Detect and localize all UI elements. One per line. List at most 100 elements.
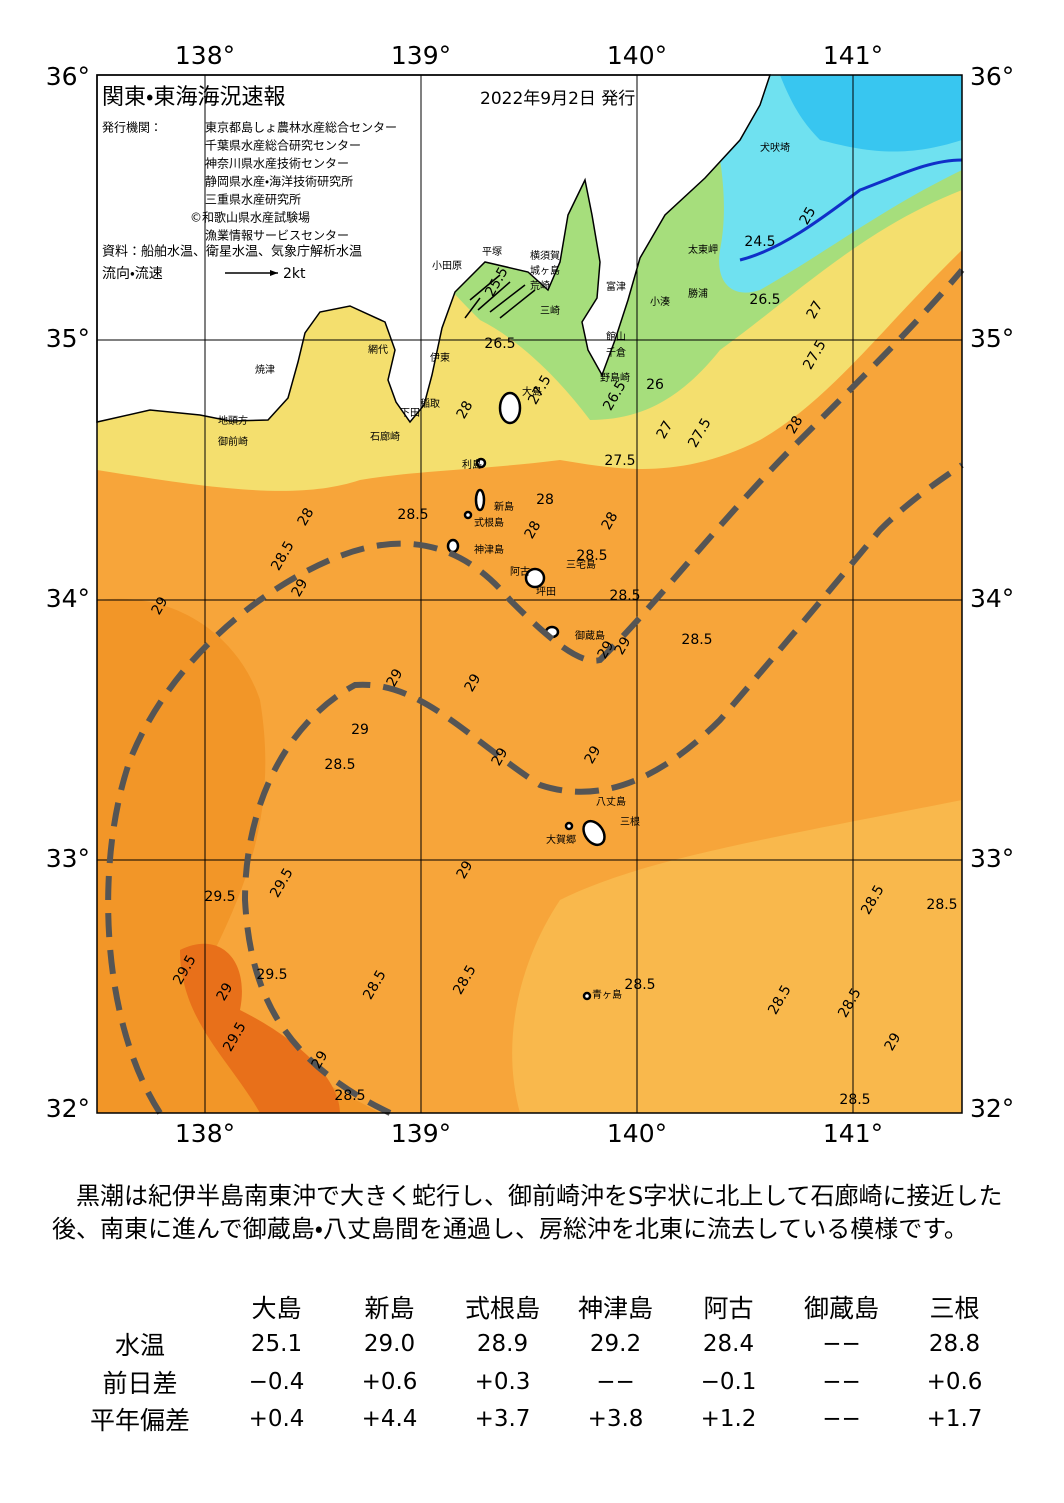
station-header: 御蔵島 [803,1293,879,1323]
value-cell: +3.7 [474,1406,531,1433]
place-label: 神津島 [474,543,504,556]
lon-label-top: 141° [823,41,883,70]
observation-table: 大島 新島 式根島 神津島 阿古 御蔵島 三根 水温 25.1 29.0 28.9 29.2 28.4 −… [60,1288,1011,1438]
isotherm-label: 27 [654,418,677,441]
place-label: 城ヶ島 [530,264,560,277]
station-header: 阿古 [703,1293,754,1323]
isotherm-label: 29 [489,745,512,768]
arrow [489,284,526,313]
station-header: 三根 [929,1293,980,1323]
kuroshio-path [241,462,964,1116]
place-label: 下田 [400,408,420,419]
value-cell: 28.4 [702,1331,755,1358]
isotherm-label: 29.5 [256,967,287,983]
isotherm-label: 29 [351,722,369,738]
place-label: 青ヶ島 [592,988,622,1001]
lat-label-left: 36° [46,62,90,91]
issue-date: 2022年9月2日 発行 [480,89,635,109]
value-cell: +1.2 [700,1406,757,1433]
place-label: 小湊 [650,295,670,308]
value-cell: −− [822,1368,861,1395]
place-label: 富津 [606,280,626,293]
value-cell: 29.0 [363,1331,416,1358]
front-line [739,158,963,262]
table-row: 水温 25.1 29.0 28.9 29.2 28.4 −− 28.8 [60,1326,1011,1364]
island [564,821,574,831]
legend-label: 流向・流速 [102,266,163,282]
isotherm-label: 28 [454,398,477,421]
issuer: 静岡県水産・海洋技術研究所 [205,174,353,189]
value-cell: +1.7 [926,1406,983,1433]
isotherm-label: 29 [582,743,605,766]
lat-label-right: 35° [970,324,1014,353]
isotherm-label: 28.5 [624,977,655,993]
isotherm-label: 29 [289,576,312,599]
place-label: 御前崎 [218,435,248,448]
map-frame [96,74,963,1114]
lat-label-left: 33° [46,844,90,873]
value-cell: −− [596,1368,635,1395]
place-label: 地頭方 [218,414,248,427]
isotherm-label: 28 [522,518,545,541]
issuer: 東京都島しょ農林水産総合センター [205,120,397,135]
place-label: 三根 [620,815,640,828]
graticule [97,75,962,1113]
isotherm-label: 28.5 [397,507,428,523]
table-row: 前日差 −0.4 +0.6 +0.3 −− −0.1 −− +0.6 [60,1363,1011,1401]
islands [446,391,606,1001]
isotherm-label: 26.5 [484,336,515,352]
place-label: 式根島 [474,516,504,529]
isotherm-label: 28.5 [334,1088,365,1104]
map: 関東・東海海況速報 2022年9月2日 発行 発行機関： 資料：船舶水温、衛星水… [46,41,1015,1148]
issuer: ©和歌山県水産試験場 [190,210,310,225]
issuer: 神奈川県水産技術センター [205,156,349,171]
place-label: 稲取 [420,398,440,410]
island [524,567,546,589]
isotherm-label: 28.5 [609,588,640,604]
lon-label-bottom: 138° [175,1119,235,1148]
value-cell: +0.6 [361,1368,418,1395]
sea-lighter [512,800,962,1113]
value-cell: +3.8 [587,1406,644,1433]
isotherm-label: 29 [612,634,635,657]
isotherm-label: 27 [804,298,827,321]
isotherm-label: 29 [214,980,237,1003]
island [446,538,460,554]
lat-label-left: 32° [46,1094,90,1123]
value-cell: +0.6 [926,1368,983,1395]
island [475,457,487,469]
issuer: 三重県水産研究所 [205,193,301,207]
arrow [477,281,511,311]
isotherm-label: 29 [462,671,485,694]
station-header: 大島 [251,1293,302,1323]
place-label: 犬吠埼 [760,141,790,154]
value-cell: −0.4 [248,1368,305,1395]
value-cell: 29.2 [589,1331,642,1358]
island [582,819,606,847]
arrow [464,297,481,319]
isotherm-label: 27.5 [604,453,635,469]
isotherm-label: 26.5 [749,292,780,308]
land [96,74,772,424]
kuroshio-path [105,268,965,1115]
isotherm-label: 25 [797,204,820,227]
place-label: 新島 [494,500,514,513]
isotherm-label: 29.5 [204,889,235,905]
island [463,510,473,520]
lat-label-right: 34° [970,584,1014,613]
lon-label-top: 140° [607,41,667,70]
place-label: 太東岬 [688,243,718,256]
island [498,391,522,425]
arrow [469,274,501,301]
legend-scale: 2kt [283,266,306,282]
value-cell: +4.4 [361,1406,418,1433]
legend-arrowhead [270,270,278,276]
lon-label-top: 139° [391,41,451,70]
place-label: 御蔵島 [575,629,605,642]
place-label: 坪田 [536,585,556,598]
issuer-label: 発行機関： [102,121,162,135]
value-cell: +0.4 [248,1406,305,1433]
table-row: 平年偏差 +0.4 +4.4 +3.7 +3.8 +1.2 −− +1.7 [60,1401,1011,1439]
isotherm-label: 28 [599,509,622,532]
